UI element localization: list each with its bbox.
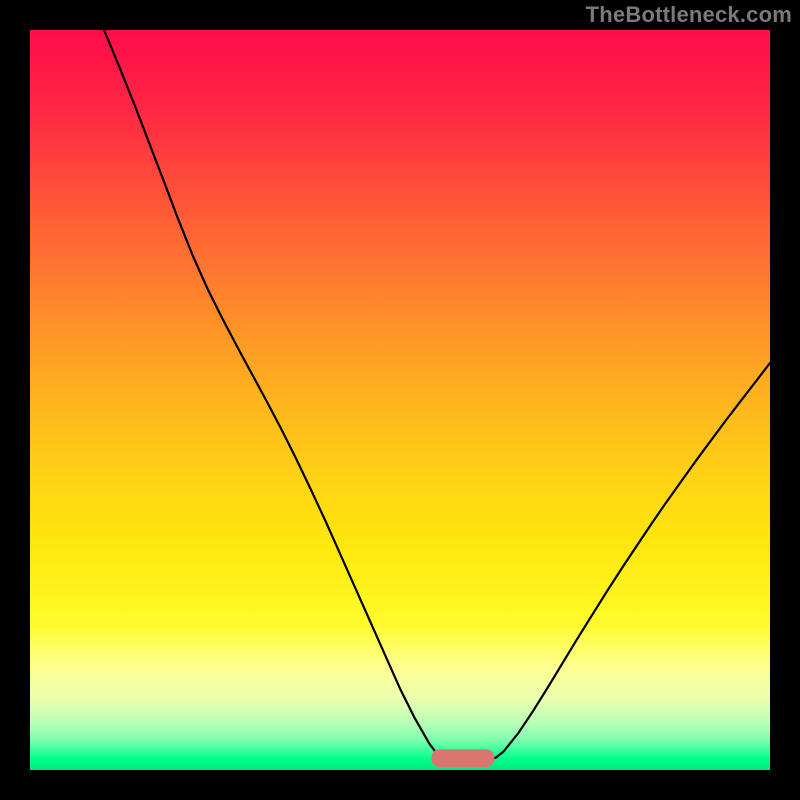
bottleneck-chart: TheBottleneck.com xyxy=(0,0,800,800)
chart-svg xyxy=(0,0,800,800)
plot-gradient-background xyxy=(30,30,770,770)
optimum-marker xyxy=(431,749,494,767)
watermark-label: TheBottleneck.com xyxy=(586,2,792,28)
